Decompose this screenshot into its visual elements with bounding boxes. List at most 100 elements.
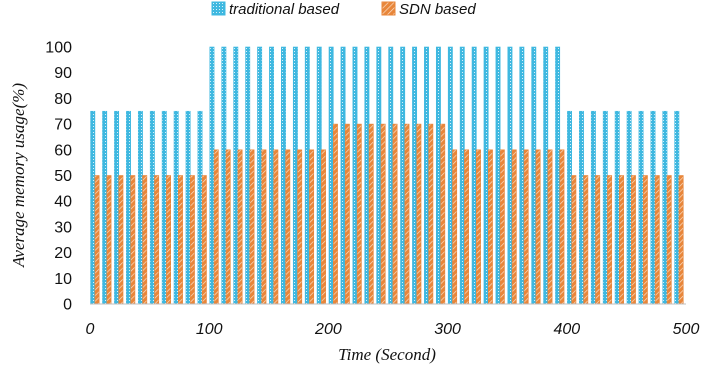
bar-traditional-470 <box>650 110 656 305</box>
bar-sdn-50 <box>154 175 160 305</box>
bar-sdn-320 <box>476 149 481 305</box>
bar-traditional-80 <box>185 110 191 305</box>
bar-traditional-230 <box>364 46 370 305</box>
y-tick-label: 50 <box>54 168 72 185</box>
bar-sdn-490 <box>678 175 684 305</box>
bar-traditional-450 <box>626 110 632 305</box>
bar-sdn-430 <box>607 175 613 305</box>
bar-traditional-250 <box>388 46 394 305</box>
legend-swatch-sdn <box>381 1 396 16</box>
bar-sdn-40 <box>142 175 148 305</box>
bar-sdn-140 <box>261 149 267 305</box>
bar-traditional-490 <box>674 110 680 305</box>
bar-traditional-340 <box>495 46 501 305</box>
x-tick-label: 100 <box>196 321 223 338</box>
bar-sdn-170 <box>297 149 303 305</box>
bar-traditional-200 <box>328 46 334 305</box>
x-tick-label: 300 <box>434 321 461 338</box>
bar-sdn-400 <box>571 175 577 305</box>
bar-traditional-140 <box>257 46 263 305</box>
legend-label-sdn: SDN based <box>399 1 476 18</box>
bar-traditional-290 <box>435 46 441 305</box>
bar-traditional-240 <box>376 46 382 305</box>
bar-sdn-190 <box>321 149 326 305</box>
bar-sdn-460 <box>642 175 648 305</box>
y-tick-labels: 0 10 20 30 40 50 60 70 80 90 100 <box>45 40 72 314</box>
y-tick-label: 100 <box>45 40 72 57</box>
bar-sdn-220 <box>356 123 362 305</box>
bar-traditional-190 <box>316 46 322 305</box>
bar-traditional-410 <box>579 110 584 305</box>
bar-sdn-120 <box>237 149 243 305</box>
bar-sdn-370 <box>535 149 541 305</box>
bar-traditional-320 <box>471 46 477 305</box>
y-tick-label: 20 <box>54 245 72 262</box>
bar-sdn-90 <box>201 175 207 305</box>
bar-traditional-330 <box>483 46 489 305</box>
bar-sdn-130 <box>249 149 255 305</box>
bars-group <box>90 46 684 305</box>
bar-traditional-360 <box>519 46 525 305</box>
bar-sdn-270 <box>416 123 422 305</box>
bar-traditional-70 <box>173 110 179 305</box>
bar-sdn-0 <box>94 175 100 305</box>
bar-sdn-210 <box>344 123 350 305</box>
bar-traditional-90 <box>197 110 203 305</box>
y-tick-label: 70 <box>54 117 72 134</box>
bar-sdn-420 <box>595 175 601 305</box>
bar-traditional-100 <box>209 46 215 305</box>
bar-sdn-360 <box>523 149 529 305</box>
bar-traditional-300 <box>447 46 453 305</box>
bar-sdn-380 <box>547 149 553 305</box>
bar-traditional-0 <box>90 110 96 305</box>
bar-sdn-300 <box>452 149 458 305</box>
bar-sdn-480 <box>666 175 672 305</box>
y-tick-label: 40 <box>54 194 72 211</box>
x-tick-label: 0 <box>86 321 95 338</box>
bar-traditional-420 <box>590 110 596 305</box>
bar-sdn-340 <box>499 149 505 305</box>
bar-sdn-160 <box>285 149 291 305</box>
bar-sdn-240 <box>380 123 386 305</box>
legend: traditional based SDN based <box>211 1 476 18</box>
bar-sdn-110 <box>225 149 231 305</box>
bar-traditional-50 <box>149 110 155 305</box>
bar-traditional-210 <box>340 46 346 305</box>
bar-traditional-110 <box>221 46 227 305</box>
x-tick-label: 500 <box>673 321 700 338</box>
bar-traditional-160 <box>281 46 286 305</box>
bar-traditional-120 <box>233 46 239 305</box>
y-tick-label: 80 <box>54 91 72 108</box>
bar-traditional-350 <box>507 46 513 305</box>
bar-sdn-470 <box>654 175 660 305</box>
bar-traditional-150 <box>269 46 274 305</box>
bar-traditional-170 <box>292 46 298 305</box>
bar-traditional-430 <box>602 110 608 305</box>
bar-sdn-30 <box>130 175 136 305</box>
bar-traditional-260 <box>400 46 406 305</box>
x-axis-title: Time (Second) <box>338 345 436 364</box>
y-axis-title: Average memory usage(%) <box>9 83 28 268</box>
bar-traditional-400 <box>567 110 572 305</box>
bar-sdn-150 <box>273 149 279 305</box>
bar-traditional-40 <box>137 110 143 305</box>
bar-sdn-310 <box>464 149 470 305</box>
bar-sdn-260 <box>404 123 410 305</box>
bar-sdn-80 <box>189 175 195 305</box>
legend-label-traditional: traditional based <box>229 1 340 18</box>
bar-traditional-380 <box>543 46 549 305</box>
bar-sdn-440 <box>619 175 624 305</box>
x-tick-label: 400 <box>553 321 580 338</box>
y-tick-label: 60 <box>54 142 72 159</box>
bar-traditional-20 <box>114 110 120 305</box>
bar-sdn-250 <box>392 123 398 305</box>
bar-traditional-390 <box>555 46 561 305</box>
bar-traditional-130 <box>245 46 251 305</box>
bar-sdn-330 <box>487 149 493 305</box>
bar-traditional-310 <box>459 46 465 305</box>
y-tick-label: 10 <box>54 271 72 288</box>
bar-traditional-30 <box>126 110 131 305</box>
bar-traditional-280 <box>424 46 429 305</box>
bar-sdn-290 <box>440 123 446 305</box>
